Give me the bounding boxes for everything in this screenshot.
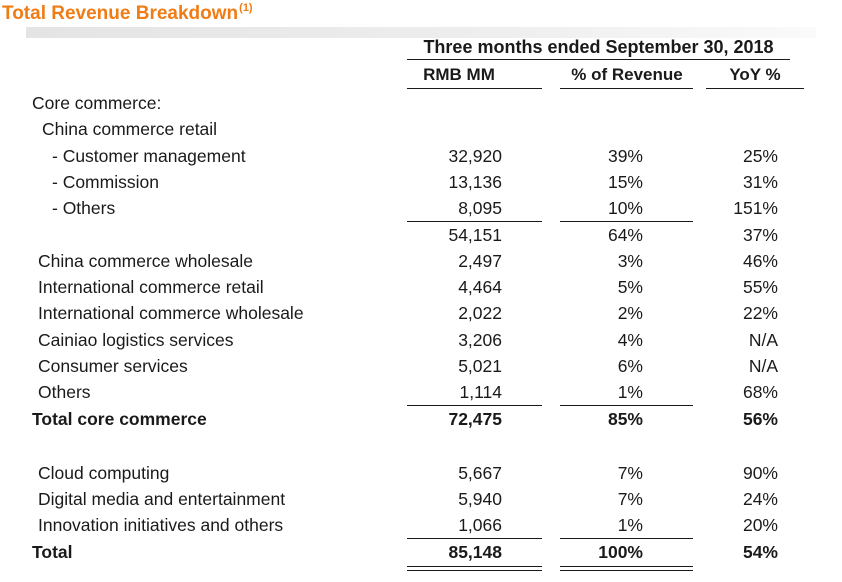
row-label: Innovation initiatives and others	[38, 515, 284, 535]
row-label: Core commerce:	[32, 93, 162, 113]
rmb-value: 32,920	[448, 146, 502, 166]
total-double-rule-pct	[560, 566, 693, 571]
rmb-value: 13,136	[448, 172, 502, 192]
column-rule-yoy	[706, 88, 804, 89]
table-row: Cloud computing 5,667 7% 90%	[0, 460, 842, 486]
yoy-value: 20%	[742, 515, 778, 535]
row-label: International commerce retail	[38, 277, 264, 297]
pct-value: 3%	[617, 251, 643, 271]
rmb-value: 8,095	[458, 198, 502, 218]
yoy-value: 46%	[742, 251, 778, 271]
rmb-value: 1,066	[458, 515, 502, 535]
pct-value: 10%	[607, 198, 643, 218]
total-core-rule-pct	[560, 405, 693, 406]
table-row-total: Total 85,148 100% 54%	[0, 539, 842, 565]
table-row: China commerce retail	[0, 116, 842, 142]
pct-value: 64%	[607, 225, 643, 245]
row-label: International commerce wholesale	[38, 303, 304, 323]
row-label: Cloud computing	[38, 463, 170, 483]
rmb-value: 5,940	[458, 489, 502, 509]
row-label: China commerce wholesale	[38, 251, 253, 271]
column-rule-rmb	[407, 88, 542, 89]
column-header-yoy: YoY %	[729, 65, 781, 84]
page-title-text: Total Revenue Breakdown	[2, 3, 239, 24]
rmb-value: 1,114	[459, 382, 503, 402]
rmb-value: 3,206	[458, 330, 502, 350]
table-row: - Commission 13,136 15% 31%	[0, 169, 842, 195]
row-label: Cainiao logistics services	[38, 330, 234, 350]
rmb-value: 54,151	[448, 225, 502, 245]
yoy-value: 56%	[742, 409, 778, 429]
row-label: Others	[38, 382, 91, 402]
table-row: Cainiao logistics services 3,206 4% N/A	[0, 327, 842, 353]
period-underline	[407, 59, 790, 60]
pct-value: 5%	[617, 277, 643, 297]
total-double-rule-rmb	[407, 566, 542, 571]
table-row: Others 1,114 1% 68%	[0, 379, 842, 405]
pct-value: 1%	[617, 515, 643, 535]
table-row: Consumer services 5,021 6% N/A	[0, 353, 842, 379]
table-row: International commerce retail 4,464 5% 5…	[0, 274, 842, 300]
yoy-value: 22%	[742, 303, 778, 323]
subtotal-rule-pct	[560, 221, 693, 222]
period-header: Three months ended September 30, 2018	[423, 37, 774, 57]
yoy-value: 24%	[742, 489, 778, 509]
yoy-value: 31%	[742, 172, 778, 192]
rmb-value: 2,497	[458, 251, 502, 271]
table-row: Core commerce:	[0, 90, 842, 116]
subtotal-rule-rmb	[407, 221, 542, 222]
rmb-value: 2,022	[458, 303, 502, 323]
table-row: International commerce wholesale 2,022 2…	[0, 300, 842, 326]
row-label: Total	[32, 542, 73, 562]
yoy-value: 55%	[742, 277, 778, 297]
page-title: Total Revenue Breakdown(1)	[2, 2, 253, 25]
rmb-value: 4,464	[458, 277, 502, 297]
table-row: China commerce wholesale 2,497 3% 46%	[0, 248, 842, 274]
rmb-value: 85,148	[448, 542, 502, 562]
table-row: - Customer management 32,920 39% 25%	[0, 143, 842, 169]
pct-value: 7%	[617, 489, 643, 509]
rmb-value: 72,475	[448, 409, 502, 429]
yoy-value: 90%	[742, 463, 778, 483]
pct-value: 39%	[607, 146, 643, 166]
pct-value: 100%	[598, 542, 643, 562]
row-label: - Others	[52, 198, 116, 218]
title-footnote-marker: (1)	[239, 2, 253, 14]
pct-value: 7%	[617, 463, 643, 483]
table-row: 54,151 64% 37%	[0, 222, 842, 248]
row-label: - Commission	[52, 172, 159, 192]
row-label: China commerce retail	[42, 119, 218, 139]
yoy-value: 68%	[742, 382, 778, 402]
pct-value: 85%	[607, 409, 643, 429]
row-label: Total core commerce	[32, 409, 207, 429]
yoy-value: N/A	[748, 356, 778, 376]
column-rule-pct	[560, 88, 693, 89]
pct-value: 2%	[617, 303, 643, 323]
yoy-value: 37%	[742, 225, 778, 245]
total-rule-pct	[560, 538, 693, 539]
yoy-value: 151%	[733, 198, 778, 218]
row-label: - Customer management	[52, 146, 246, 166]
rmb-value: 5,021	[458, 356, 502, 376]
pct-value: 15%	[607, 172, 643, 192]
column-header-rmb: RMB MM	[423, 65, 495, 84]
pct-value: 6%	[617, 356, 643, 376]
table-row: Innovation initiatives and others 1,066 …	[0, 512, 842, 538]
row-label: Consumer services	[38, 356, 188, 376]
total-rule-rmb	[407, 538, 542, 539]
row-label: Digital media and entertainment	[38, 489, 286, 509]
yoy-value: 54%	[742, 542, 778, 562]
table-row: - Others 8,095 10% 151%	[0, 195, 842, 221]
table-row: Digital media and entertainment 5,940 7%…	[0, 486, 842, 512]
total-core-rule-rmb	[407, 405, 542, 406]
pct-value: 4%	[617, 330, 643, 350]
pct-value: 1%	[617, 382, 643, 402]
yoy-value: 25%	[742, 146, 778, 166]
rmb-value: 5,667	[458, 463, 502, 483]
column-header-pct: % of Revenue	[571, 65, 683, 84]
title-underline-bar	[26, 27, 816, 38]
table-row-total-core: Total core commerce 72,475 85% 56%	[0, 406, 842, 432]
yoy-value: N/A	[748, 330, 778, 350]
